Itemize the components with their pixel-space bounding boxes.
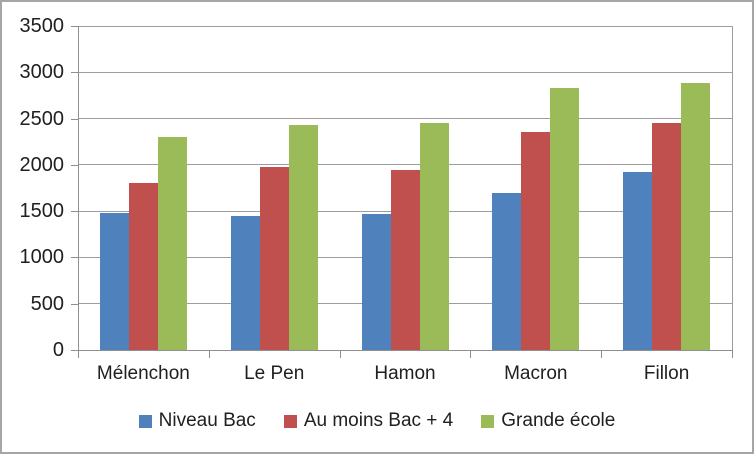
x-axis-category-label: Macron xyxy=(504,363,568,384)
y-axis-tick xyxy=(71,211,78,213)
y-axis-tick xyxy=(71,26,78,27)
y-axis-tick-label: 3000 xyxy=(19,61,65,84)
legend-swatch-icon xyxy=(138,414,152,428)
x-axis-tick xyxy=(78,351,79,358)
y-axis-tick xyxy=(71,257,78,259)
gridline xyxy=(78,164,732,166)
bar[interactable] xyxy=(623,172,653,350)
bar[interactable] xyxy=(390,169,420,350)
x-axis-category-label: Mélenchon xyxy=(96,363,190,384)
x-axis-category-label: Le Pen xyxy=(244,363,305,384)
y-axis-tick-label: 1500 xyxy=(19,200,65,223)
legend-swatch-icon xyxy=(481,414,495,428)
legend-label: Niveau Bac xyxy=(158,410,256,431)
y-axis-tick xyxy=(71,72,78,74)
y-axis-tick xyxy=(71,303,78,305)
bar[interactable] xyxy=(652,123,682,350)
y-axis-tick-label: 2000 xyxy=(19,153,65,176)
bar[interactable] xyxy=(129,183,158,350)
legend-swatch-icon xyxy=(283,414,297,428)
y-axis-line xyxy=(78,26,79,351)
bar[interactable] xyxy=(230,215,260,350)
bar[interactable] xyxy=(259,166,289,350)
bar[interactable] xyxy=(100,213,129,350)
legend: Niveau Bac Au moins Bac + 4 Grande école xyxy=(2,405,752,437)
plot-area xyxy=(78,25,732,350)
gridline xyxy=(78,25,732,27)
x-axis-line xyxy=(71,350,733,351)
x-axis-tick xyxy=(601,351,603,358)
bar[interactable] xyxy=(681,83,711,350)
legend-item[interactable]: Grande école xyxy=(481,410,615,432)
x-axis-tick xyxy=(470,351,472,358)
legend-label: Grande école xyxy=(501,410,616,431)
y-axis-tick-label: 0 xyxy=(52,339,64,361)
y-axis-tick-label: 3500 xyxy=(19,15,65,37)
bar[interactable] xyxy=(492,192,522,350)
bar[interactable] xyxy=(419,123,449,350)
bar[interactable] xyxy=(550,88,580,350)
y-axis-tick-label: 2500 xyxy=(19,107,65,130)
y-axis-tick-label: 1000 xyxy=(19,246,65,269)
gridline xyxy=(78,118,732,120)
plot-right-border xyxy=(732,26,733,350)
gridline xyxy=(78,71,732,73)
y-axis-tick-label: 500 xyxy=(30,292,64,315)
x-axis-tick xyxy=(208,351,210,358)
legend-item[interactable]: Niveau Bac xyxy=(138,410,256,432)
bar[interactable] xyxy=(361,213,391,350)
bar[interactable] xyxy=(158,137,187,350)
x-axis-category-label: Hamon xyxy=(374,363,436,384)
bar[interactable] xyxy=(288,125,318,350)
y-axis-tick xyxy=(71,118,78,120)
y-axis-tick xyxy=(71,164,78,166)
bar[interactable] xyxy=(521,132,551,350)
x-axis-tick xyxy=(339,351,341,358)
legend-item[interactable]: Au moins Bac + 4 xyxy=(283,410,454,432)
x-axis-tick xyxy=(732,351,733,358)
y-axis-tick xyxy=(71,350,78,351)
legend-label: Au moins Bac + 4 xyxy=(303,410,454,431)
x-axis-category-label: Fillon xyxy=(643,363,690,384)
